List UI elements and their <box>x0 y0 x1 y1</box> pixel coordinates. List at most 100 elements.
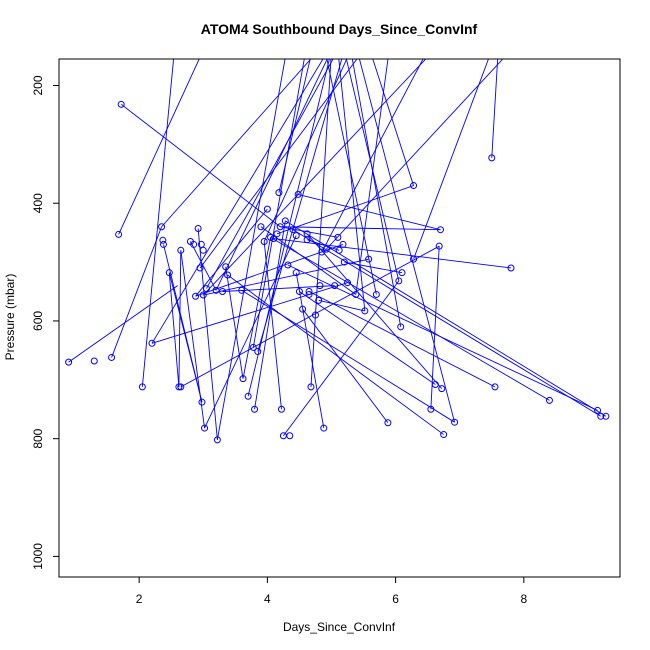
data-point <box>277 405 285 413</box>
data-point <box>263 205 271 213</box>
data-point <box>331 282 339 290</box>
series-line-segment <box>306 233 443 389</box>
data-point <box>249 343 257 351</box>
series-line-segment <box>225 266 244 379</box>
y-tick-label: 1000 <box>31 543 45 570</box>
data-point <box>320 424 328 432</box>
data-point <box>218 288 226 296</box>
series-line-segment <box>298 193 441 231</box>
data-point <box>254 348 262 356</box>
x-tick-label: 4 <box>264 592 271 606</box>
plot-frame <box>58 58 621 578</box>
data-point <box>284 261 292 269</box>
data-point <box>190 240 198 248</box>
series-line-segment <box>227 274 444 435</box>
data-point <box>108 353 116 361</box>
data-point <box>340 258 348 266</box>
series-line-segment <box>263 241 282 410</box>
series-line-segment <box>491 59 499 158</box>
y-axis-label: Pressure (mbar) <box>3 274 17 361</box>
series-line-segment <box>299 291 436 385</box>
series-line-segment <box>413 59 489 260</box>
y-tick-label: 800 <box>31 428 45 448</box>
data-point <box>194 225 202 233</box>
data-point <box>305 290 313 298</box>
data-point <box>260 237 268 245</box>
series-line-segment <box>306 239 340 251</box>
data-point <box>281 217 289 225</box>
data-point <box>257 223 265 231</box>
data-point <box>117 100 125 108</box>
data-point <box>65 358 73 366</box>
series-line-segment <box>222 285 335 292</box>
data-point <box>299 305 307 313</box>
data-point <box>440 431 448 439</box>
data-point <box>384 419 392 427</box>
data-point <box>294 190 302 198</box>
data-point <box>438 385 446 393</box>
series-line-segment <box>168 272 180 387</box>
series-line-segment <box>308 291 496 388</box>
series-line-segment <box>287 264 598 411</box>
series-line-segment <box>203 258 369 296</box>
data-point <box>315 296 323 304</box>
series-line-segment <box>345 59 400 282</box>
data-point <box>175 383 183 391</box>
series-line-segment <box>292 229 601 417</box>
data-point <box>177 246 185 254</box>
data-point <box>305 288 313 296</box>
series-line-segment <box>280 226 441 231</box>
chart-title: ATOM4 Southbound Days_Since_ConvInf <box>201 21 478 37</box>
series-line-segment <box>204 235 297 429</box>
data-point <box>491 383 499 391</box>
data-point <box>372 290 380 298</box>
data-point <box>436 226 444 234</box>
data-point <box>292 232 300 240</box>
data-point <box>303 236 311 244</box>
series-line-segment <box>321 59 424 253</box>
data-point <box>270 235 278 243</box>
series-line-segment <box>283 280 400 436</box>
data-point <box>198 398 206 406</box>
data-point <box>213 436 221 444</box>
series-line-segment <box>241 289 455 423</box>
series-line-segment <box>372 59 414 186</box>
x-tick-label: 8 <box>520 592 527 606</box>
data-point <box>177 383 185 391</box>
data-point <box>594 406 602 414</box>
data-point <box>289 226 297 234</box>
series-line-segment <box>111 226 163 358</box>
data-point <box>435 242 443 250</box>
series-lines <box>68 59 607 440</box>
y-tick-label: 600 <box>31 311 45 331</box>
data-point <box>199 246 207 254</box>
data-point <box>398 269 406 277</box>
series-line-segment <box>270 236 550 401</box>
series-line-segment <box>118 59 200 235</box>
y-tick-label: 200 <box>31 75 45 95</box>
data-point <box>273 230 281 238</box>
series-line-segment <box>326 59 504 250</box>
data-point <box>286 432 294 440</box>
series-points <box>65 100 610 444</box>
series-line-segment <box>278 59 311 193</box>
data-point <box>344 279 352 287</box>
series-line-segment <box>257 59 343 352</box>
data-point <box>427 405 435 413</box>
data-point <box>199 291 207 299</box>
series-line-segment <box>252 59 305 348</box>
series-line-segment <box>430 246 440 410</box>
data-point <box>159 236 167 244</box>
series-line-segment <box>302 308 389 424</box>
data-point <box>488 154 496 162</box>
y-tick-label: 400 <box>31 193 45 213</box>
data-point <box>148 339 156 347</box>
data-point <box>90 357 98 365</box>
data-point <box>397 323 405 331</box>
data-point <box>251 405 259 413</box>
series-line-segment <box>254 220 286 410</box>
data-point <box>212 286 220 294</box>
x-tick-label: 6 <box>392 592 399 606</box>
data-point <box>115 230 123 238</box>
